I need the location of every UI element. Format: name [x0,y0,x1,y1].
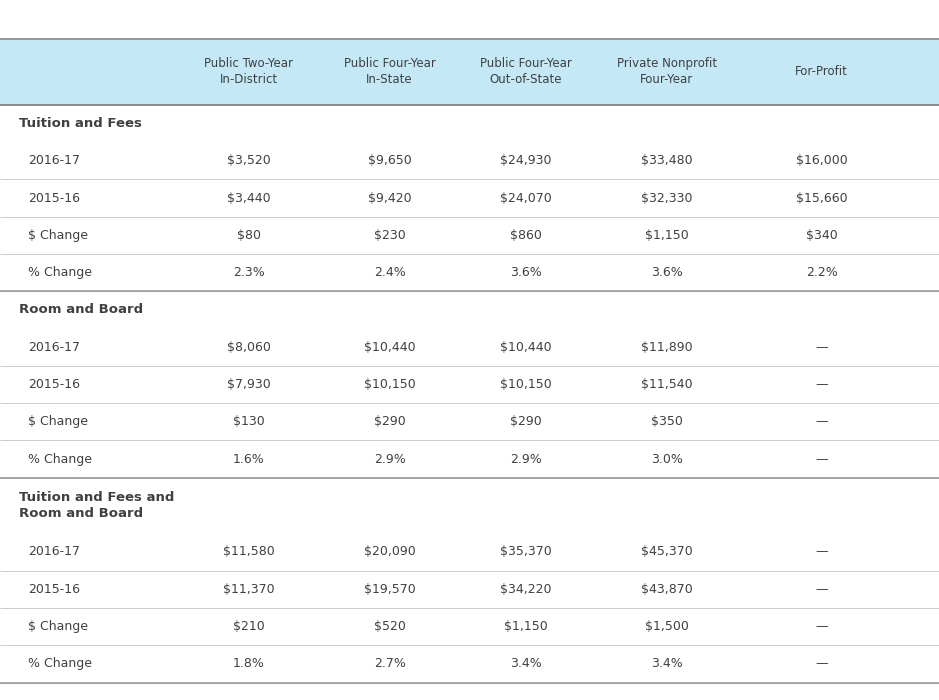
Text: $ Change: $ Change [28,229,88,242]
Text: $11,370: $11,370 [223,583,274,596]
Text: $3,440: $3,440 [227,192,270,204]
Text: $11,580: $11,580 [223,545,275,559]
Text: $520: $520 [374,620,406,633]
Text: 2015-16: 2015-16 [28,583,80,596]
Text: Room and Board: Room and Board [19,303,143,316]
Text: $340: $340 [806,229,838,242]
Text: $290: $290 [374,415,406,428]
Text: 2016-17: 2016-17 [28,341,80,354]
Text: —: — [815,453,828,466]
Text: Public Four-Year
In-State: Public Four-Year In-State [344,57,436,86]
Bar [0,608,939,645]
Text: $10,150: $10,150 [363,378,416,391]
Text: 3.4%: 3.4% [510,657,542,671]
Text: $9,420: $9,420 [368,192,411,204]
Text: $3,520: $3,520 [227,154,270,167]
Text: $19,570: $19,570 [363,583,416,596]
Text: $11,890: $11,890 [641,341,692,354]
Bar [0,403,939,440]
Text: $350: $350 [651,415,683,428]
Bar [0,179,939,217]
Text: —: — [815,620,828,633]
Text: $1,150: $1,150 [645,229,688,242]
Bar [0,366,939,403]
Text: 2015-16: 2015-16 [28,192,80,204]
Text: $35,370: $35,370 [500,545,552,559]
Text: % Change: % Change [28,657,92,671]
Text: 3.6%: 3.6% [651,266,683,279]
Text: $32,330: $32,330 [641,192,692,204]
Text: For-Profit: For-Profit [795,65,848,78]
Text: $16,000: $16,000 [795,154,848,167]
Text: —: — [815,378,828,391]
Text: $45,370: $45,370 [640,545,693,559]
Text: 2016-17: 2016-17 [28,154,80,167]
Text: 2.9%: 2.9% [510,453,542,466]
Bar [0,440,939,477]
Text: $11,540: $11,540 [641,378,692,391]
Text: $20,090: $20,090 [363,545,416,559]
Text: $290: $290 [510,415,542,428]
Text: $24,070: $24,070 [500,192,552,204]
Text: $1,150: $1,150 [504,620,547,633]
Text: 2015-16: 2015-16 [28,378,80,391]
Text: $10,150: $10,150 [500,378,552,391]
Bar [0,645,939,682]
Text: $43,870: $43,870 [640,583,693,596]
Text: $34,220: $34,220 [500,583,551,596]
Text: Public Two-Year
In-District: Public Two-Year In-District [205,57,293,86]
Text: $ Change: $ Change [28,415,88,428]
Text: $9,650: $9,650 [368,154,411,167]
Bar [0,217,939,254]
Bar [0,142,939,179]
Text: 3.4%: 3.4% [651,657,683,671]
Text: $10,440: $10,440 [500,341,551,354]
Text: $10,440: $10,440 [364,341,415,354]
Text: —: — [815,657,828,671]
Text: 2.3%: 2.3% [233,266,265,279]
Bar [0,533,939,570]
Bar [0,291,939,328]
Text: Private Nonprofit
Four-Year: Private Nonprofit Four-Year [617,57,716,86]
Text: $24,930: $24,930 [500,154,551,167]
Bar [0,38,939,105]
Text: $33,480: $33,480 [641,154,692,167]
Text: 2016-17: 2016-17 [28,545,80,559]
Text: % Change: % Change [28,266,92,279]
Text: 2.4%: 2.4% [374,266,406,279]
Text: $860: $860 [510,229,542,242]
Text: 3.6%: 3.6% [510,266,542,279]
Bar [0,328,939,366]
Text: 2.2%: 2.2% [806,266,838,279]
Text: —: — [815,545,828,559]
Text: $7,930: $7,930 [227,378,270,391]
Text: 2.7%: 2.7% [374,657,406,671]
Bar [0,570,939,608]
Text: 1.8%: 1.8% [233,657,265,671]
Text: $ Change: $ Change [28,620,88,633]
Text: $230: $230 [374,229,406,242]
Bar [0,254,939,291]
Text: $15,660: $15,660 [796,192,847,204]
Text: —: — [815,583,828,596]
Text: $80: $80 [237,229,261,242]
Text: 1.6%: 1.6% [233,453,265,466]
Text: $8,060: $8,060 [227,341,270,354]
Bar [0,105,939,142]
Text: 2.9%: 2.9% [374,453,406,466]
Text: —: — [815,415,828,428]
Text: —: — [815,341,828,354]
Text: Tuition and Fees: Tuition and Fees [19,117,142,130]
Bar [0,477,939,533]
Text: $130: $130 [233,415,265,428]
Text: Public Four-Year
Out-of-State: Public Four-Year Out-of-State [480,57,572,86]
Text: Tuition and Fees and
Room and Board: Tuition and Fees and Room and Board [19,491,174,520]
Text: 3.0%: 3.0% [651,453,683,466]
Text: $210: $210 [233,620,265,633]
Text: $1,500: $1,500 [645,620,688,633]
Text: % Change: % Change [28,453,92,466]
